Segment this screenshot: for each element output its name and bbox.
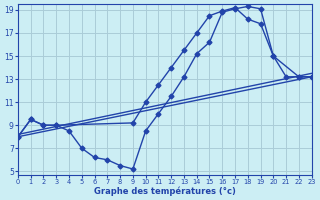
X-axis label: Graphe des températures (°c): Graphe des températures (°c) — [94, 186, 236, 196]
